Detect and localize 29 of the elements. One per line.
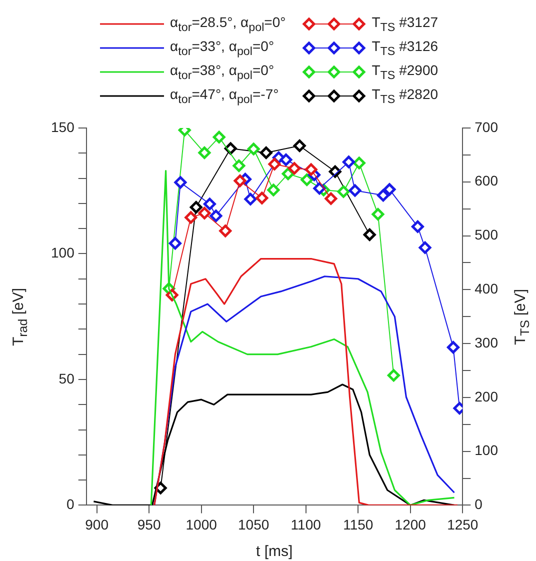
- x-axis-title: t [ms]: [256, 542, 293, 560]
- y-tick-label: 0: [66, 496, 75, 512]
- x-tick-label: 900: [85, 516, 109, 532]
- x-tick-label: 1150: [343, 516, 374, 532]
- y2-tick-label: 100: [474, 442, 498, 458]
- legend-label: α$_{tor}$=38°, α$_{pol}$=0°: [170, 62, 274, 82]
- x-tick-label: 950: [137, 516, 161, 532]
- y2-tick-label: 0: [474, 496, 483, 512]
- x-tick-label: 1250: [447, 516, 478, 532]
- y2-tick-label: 700: [474, 118, 498, 135]
- x-tick-label: 1100: [290, 516, 322, 532]
- legend-label: T$_{TS}$ #2900: [372, 62, 438, 82]
- y-tick-label: 50: [58, 370, 75, 386]
- y-tick-label: 100: [51, 244, 75, 261]
- x-tick-label: 1000: [186, 516, 218, 532]
- legend-label: T$_{TS}$ #3126: [372, 38, 438, 58]
- x-tick-label: 1050: [238, 516, 270, 532]
- y2-tick-label: 600: [474, 172, 498, 189]
- y2-tick-label: 400: [474, 280, 498, 297]
- y-tick-label: 150: [51, 118, 75, 135]
- y2-tick-label: 500: [474, 226, 498, 243]
- legend-label: T$_{TS}$ #3127: [372, 14, 438, 34]
- y2-tick-label: 300: [474, 334, 498, 350]
- y2-tick-label: 200: [474, 388, 498, 404]
- x-tick-label: 1200: [394, 516, 426, 532]
- legend-label: α$_{tor}$=47°, α$_{pol}$=-7°: [170, 86, 279, 106]
- legend-label: α$_{tor}$=28.5°, α$_{pol}$=0°: [170, 14, 286, 34]
- legend-label: α$_{tor}$=33°, α$_{pol}$=0°: [170, 38, 274, 58]
- legend-label: T$_{TS}$ #2820: [372, 86, 438, 106]
